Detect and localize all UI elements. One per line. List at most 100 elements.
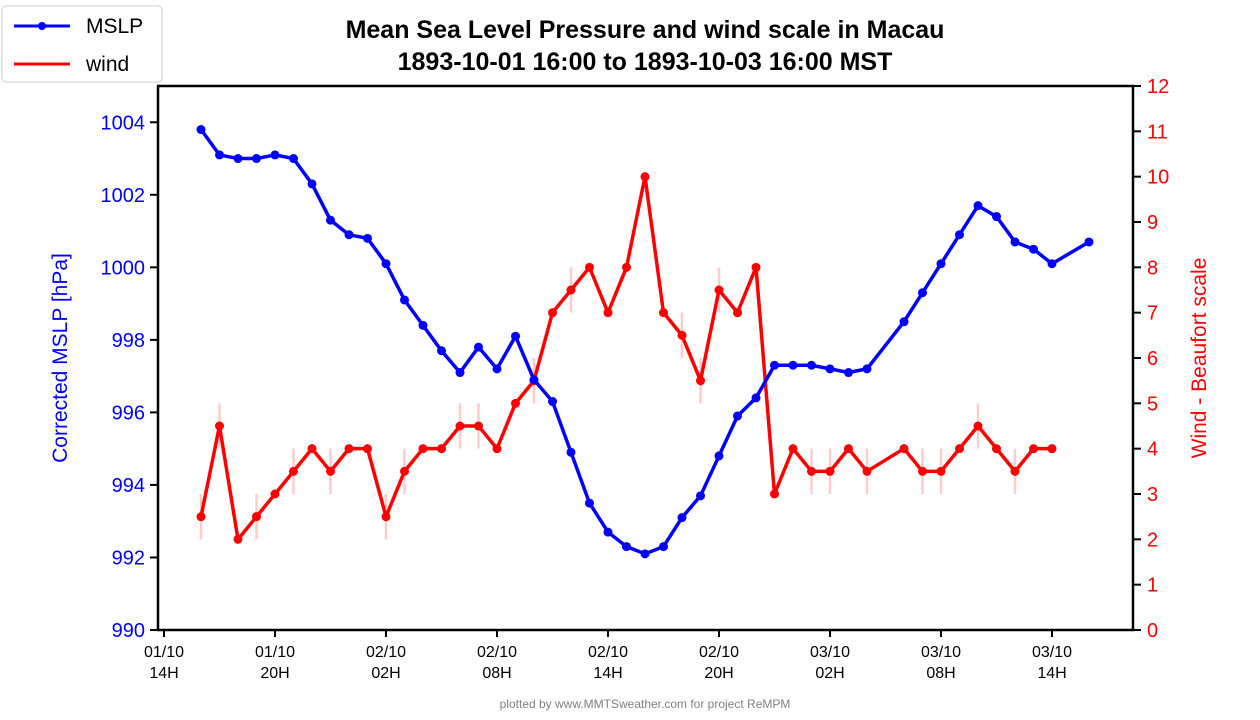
wind-point	[196, 512, 206, 522]
mslp-point	[1029, 244, 1038, 254]
mslp-point	[418, 320, 428, 330]
wind-point	[807, 466, 816, 476]
x-tick-label: 20H	[704, 665, 733, 682]
wind-point	[622, 262, 631, 272]
x-tick-label: 08H	[482, 665, 511, 682]
mslp-line	[199, 128, 1090, 556]
wind-point	[400, 466, 409, 476]
mslp-point	[344, 230, 354, 240]
wind-point	[677, 330, 687, 340]
wind-point	[659, 308, 668, 318]
mslp-point	[289, 154, 298, 164]
y-tick-label: 1000	[101, 257, 146, 279]
y2-tick-label: 0	[1147, 620, 1158, 642]
mslp-point	[400, 295, 409, 305]
mslp-point	[659, 542, 668, 552]
mslp-point	[326, 215, 335, 225]
wind-point	[955, 444, 964, 454]
y-tick-label: 994	[112, 475, 145, 497]
y2-tick-label: 8	[1147, 257, 1158, 279]
mslp-point	[640, 549, 650, 559]
legend-wind: wind	[85, 53, 129, 76]
x-tick-label: 02/10	[477, 644, 517, 661]
mslp-point	[936, 259, 946, 269]
wind-point	[918, 466, 927, 476]
y-tick-label: 1004	[101, 112, 146, 134]
x-tick-label: 01/10	[144, 644, 184, 661]
wind-point	[714, 285, 724, 295]
y-axis-label: Corrected MSLP [hPa]	[49, 253, 72, 463]
mslp-point	[899, 317, 909, 327]
wind-point	[381, 512, 391, 522]
wind-point	[1047, 444, 1057, 454]
mslp-point	[196, 125, 206, 135]
wind-point	[455, 421, 465, 431]
mslp-point	[807, 360, 816, 370]
chart-title: Mean Sea Level Pressure and wind scale i…	[346, 16, 945, 44]
wind-point	[511, 398, 520, 408]
wind-point	[437, 444, 446, 454]
mslp-point	[844, 368, 853, 378]
mslp-point	[973, 201, 983, 211]
wind-point	[289, 466, 298, 476]
y2-tick-label: 5	[1147, 393, 1158, 415]
x-tick-label: 03/10	[1032, 644, 1072, 661]
x-tick-label: 01/10	[255, 644, 295, 661]
x-tick-label: 02/10	[366, 644, 406, 661]
footer-credit: plotted by www.MMTSweather.com for proje…	[500, 697, 791, 711]
wind-point	[973, 421, 983, 431]
wind-point	[363, 444, 372, 454]
legend-mslp: MSLP	[86, 15, 143, 38]
mslp-point	[529, 375, 539, 385]
wind-point	[270, 489, 280, 499]
mslp-point	[511, 331, 520, 341]
mslp-point	[862, 364, 872, 374]
mslp-point	[548, 397, 557, 407]
mslp-point	[307, 179, 317, 189]
wind-point	[899, 444, 909, 454]
legend: MSLP wind	[1, 5, 163, 83]
wind-line	[199, 176, 1052, 544]
wind-point	[233, 534, 243, 544]
mslp-point	[492, 364, 502, 374]
mslp-point	[1010, 237, 1020, 247]
wind-point	[862, 466, 872, 476]
wind-point	[640, 172, 650, 182]
y2-tick-label: 12	[1147, 76, 1169, 98]
y2-tick-label: 3	[1147, 484, 1158, 506]
wind-point	[585, 262, 594, 272]
mslp-point	[696, 491, 705, 501]
y-tick-label: 1002	[101, 185, 146, 207]
wind-point	[1029, 444, 1038, 454]
wind-point	[548, 308, 557, 318]
x-tick-label: 02/10	[588, 644, 628, 661]
wind-point	[733, 308, 742, 318]
x-tick-label: 14H	[593, 665, 622, 682]
wind-point	[566, 285, 576, 295]
x-tick-label: 02H	[815, 665, 844, 682]
y2-tick-label: 6	[1147, 348, 1158, 370]
mslp-point	[455, 368, 465, 378]
x-tick-label: 20H	[260, 665, 289, 682]
mslp-point	[770, 360, 779, 370]
wind-point	[1010, 466, 1020, 476]
mslp-point	[918, 288, 927, 298]
mslp-point	[955, 230, 964, 240]
mslp-point	[1084, 237, 1094, 247]
y-tick-label: 998	[112, 330, 145, 352]
y2-tick-label: 9	[1147, 212, 1158, 234]
mslp-point	[270, 150, 280, 160]
y2-tick-label: 2	[1147, 529, 1158, 551]
wind-point	[936, 466, 946, 476]
mslp-point	[825, 364, 835, 374]
y2-tick-label: 7	[1147, 303, 1158, 325]
mslp-point	[622, 542, 631, 552]
wind-point	[844, 444, 853, 454]
wind-point	[252, 512, 261, 522]
wind-point	[418, 444, 428, 454]
mslp-point	[1047, 259, 1057, 269]
plot-frame	[156, 84, 1135, 632]
wind-point	[307, 444, 317, 454]
mslp-point	[437, 346, 446, 356]
